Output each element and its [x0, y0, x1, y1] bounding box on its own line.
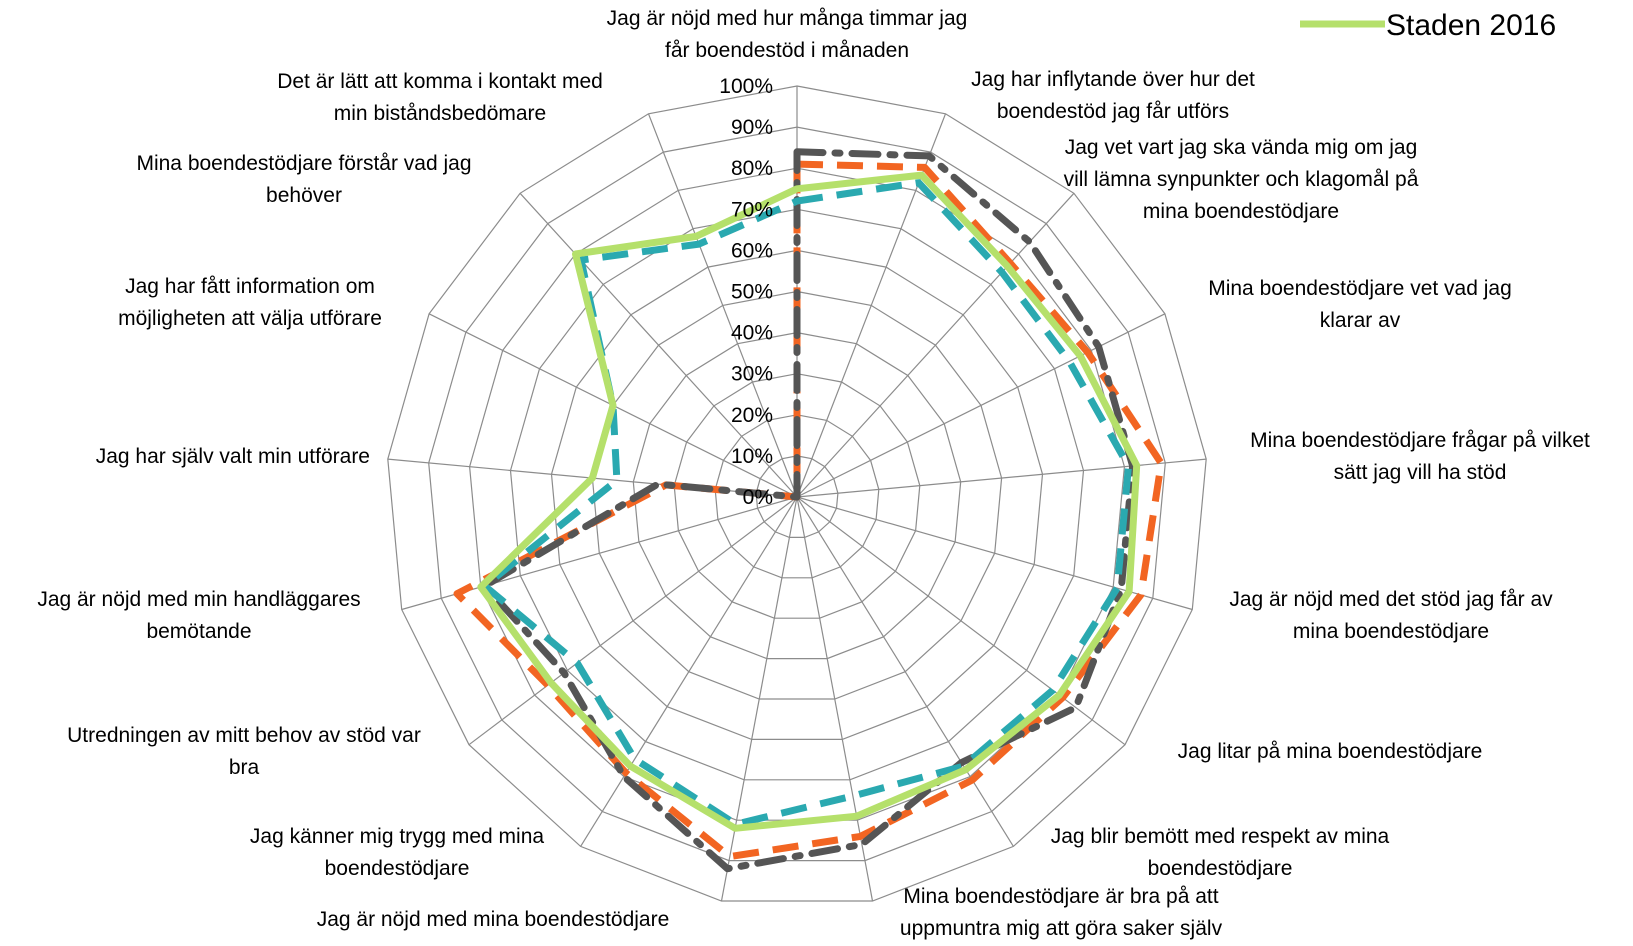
category-label-line: Jag är nöjd med min handläggares	[37, 588, 360, 611]
category-label: Mina boendestödjare frågar på vilket sätt…	[1250, 429, 1590, 484]
legend-label: Staden 2016	[1386, 9, 1556, 42]
category-label-line: Mina boendestödjare är bra på att	[903, 885, 1218, 908]
grid-spoke	[468, 496, 798, 746]
category-label-line: Jag har inflytande över hur det	[971, 68, 1255, 91]
category-label-line: Jag litar på mina boendestödjare	[1178, 740, 1483, 763]
category-label: Mina boendestödjare är bra på att uppmunt…	[900, 885, 1223, 940]
category-label: Jag har inflytande över hur det boendestö…	[971, 68, 1255, 123]
grid-ring	[428, 126, 1166, 862]
grid-ring	[673, 373, 921, 619]
category-label: Jag är nöjd med min handläggares bemötand…	[37, 588, 360, 643]
tick-label: 0%	[743, 486, 773, 509]
category-label-line: Jag har själv valt min utförare	[96, 445, 370, 468]
category-label: Jag blir bemött med respekt av mina boend…	[1051, 825, 1390, 880]
category-label-line: bra	[229, 756, 260, 779]
category-label-line: Det är lätt att komma i kontakt med	[277, 70, 603, 93]
radial-tick-labels: 0% 10% 20% 30% 40% 50% 60% 70% 80% 90% 100%	[719, 75, 773, 509]
grid-spoke	[796, 458, 1207, 498]
tick-label: 40%	[731, 322, 773, 345]
category-label: Jag är nöjd med det stöd jag får av mina …	[1229, 588, 1553, 643]
grid-ring	[714, 414, 880, 579]
category-label-line: behöver	[266, 184, 342, 207]
category-label-line: Jag vet vart jag ska vända mig om jag	[1065, 136, 1418, 159]
category-label-line: sätt jag vill ha stöd	[1334, 461, 1507, 484]
grid-spoke	[647, 113, 798, 498]
category-label-line: Mina boendestödjare förstår vad jag	[136, 152, 471, 175]
category-label: Det är lätt att komma i kontakt med min b…	[277, 70, 603, 125]
category-label: Jag är nöjd med hur många timmar jag får …	[607, 7, 968, 62]
category-label-line: bemötande	[146, 620, 251, 643]
category-label: Mina boendestödjare vet vad jag klarar av	[1208, 277, 1512, 332]
category-label-line: klarar av	[1320, 309, 1401, 332]
category-label-line: Jag har fått information om	[125, 275, 375, 298]
tick-label: 10%	[731, 445, 773, 468]
category-label-line: möjligheten att välja utförare	[118, 307, 382, 330]
category-label: Jag vet vart jag ska vända mig om jag vil…	[1064, 136, 1419, 223]
category-label-line: Utredningen av mitt behov av stöd var	[67, 724, 421, 747]
grid-spoke	[580, 496, 798, 847]
category-label-line: Jag blir bemött med respekt av mina	[1051, 825, 1390, 848]
category-label: Jag känner mig trygg med mina boendestödj…	[250, 825, 544, 880]
tick-label: 100%	[719, 75, 773, 98]
tick-label: 80%	[731, 157, 773, 180]
grid-ring	[387, 85, 1207, 902]
tick-label: 90%	[731, 116, 773, 139]
grid-ring	[509, 208, 1085, 781]
grid-spoke	[519, 192, 798, 498]
category-label-line: Jag är nöjd med mina boendestödjare	[317, 908, 670, 931]
grid-spoke	[720, 496, 798, 902]
tick-label: 60%	[731, 239, 773, 262]
tick-label: 50%	[731, 281, 773, 304]
category-label-line: får boendestöd i månaden	[665, 39, 909, 62]
category-label: Jag har fått information om möjligheten a…	[118, 275, 382, 330]
category-label: Jag är nöjd med mina boendestödjare	[317, 908, 670, 931]
grid-ring	[550, 249, 1044, 741]
category-label: Utredningen av mitt behov av stöd var bra	[67, 724, 421, 779]
legend: Staden 2016	[1300, 9, 1556, 42]
category-label-line: Jag känner mig trygg med mina	[250, 825, 544, 848]
grid-ring	[755, 455, 839, 539]
series-line-2	[481, 148, 1137, 873]
category-label-line: boendestödjare	[325, 857, 470, 880]
tick-label: 30%	[731, 363, 773, 386]
category-label-line: Jag är nöjd med hur många timmar jag	[607, 7, 968, 30]
grid-spoke	[796, 496, 1126, 746]
grid-ring	[632, 331, 962, 660]
series-line-4	[477, 171, 1141, 832]
grid-spoke	[796, 192, 1075, 498]
category-label: Jag litar på mina boendestödjare	[1178, 740, 1483, 763]
category-label-line: mina boendestödjare	[1293, 620, 1489, 643]
category-label: Mina boendestödjare förstår vad jag behöv…	[136, 152, 471, 207]
category-label-line: Mina boendestödjare vet vad jag	[1208, 277, 1512, 300]
radar-series	[453, 148, 1165, 873]
category-label: Jag har själv valt min utförare	[96, 445, 370, 468]
category-label-line: Jag är nöjd med det stöd jag får av	[1229, 588, 1553, 611]
category-label-line: mina boendestödjare	[1143, 200, 1339, 223]
category-label-line: vill lämna synpunkter och klagomål på	[1064, 168, 1419, 191]
category-label-line: boendestöd jag får utförs	[997, 100, 1229, 123]
grid-spoke	[796, 496, 1014, 847]
category-label-line: uppmuntra mig att göra saker själv	[900, 917, 1223, 940]
category-label-line: Mina boendestödjare frågar på vilket	[1250, 429, 1590, 452]
grid-spoke	[796, 113, 947, 498]
tick-label: 70%	[731, 198, 773, 221]
tick-label: 20%	[731, 404, 773, 427]
category-labels: Jag är nöjd med hur många timmar jag får …	[37, 7, 1590, 940]
category-label-line: min biståndsbedömare	[334, 102, 546, 125]
category-label-line: boendestödjare	[1148, 857, 1293, 880]
grid-spoke	[796, 313, 1166, 498]
grid-ring	[591, 290, 1003, 700]
